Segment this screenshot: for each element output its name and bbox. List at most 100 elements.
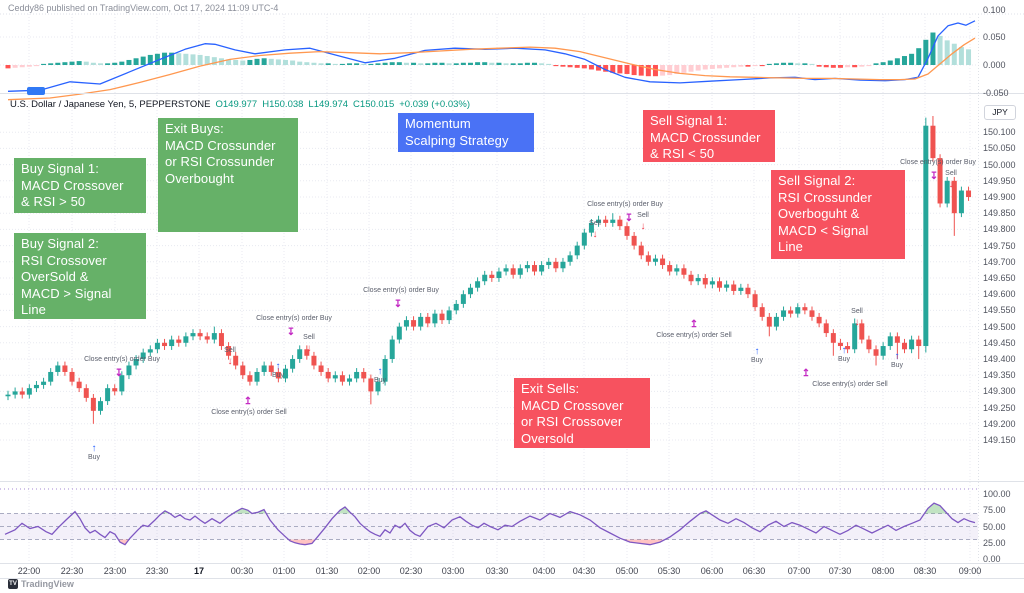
- macd-histogram-bar: [937, 35, 943, 65]
- buy-signal-2-box[interactable]: Buy Signal 2: RSI Crossover OverSold & MACD…: [14, 233, 146, 319]
- macd-histogram-bar: [261, 58, 267, 65]
- buy-signal-1-box[interactable]: Buy Signal 1: MACD Crossover & RSI > 50: [14, 158, 146, 213]
- sell-signal-2-line: Sell Signal 2:: [778, 173, 856, 188]
- macd-axis-label: 0.100: [983, 5, 1006, 15]
- macd-histogram-bar: [724, 65, 730, 68]
- time-axis-label: 07:00: [787, 566, 811, 576]
- candle-body: [19, 391, 25, 395]
- candle-body: [475, 281, 481, 288]
- macd-histogram-bar: [119, 61, 125, 65]
- candle-body: [695, 278, 701, 282]
- macd-histogram-bar: [745, 65, 751, 67]
- candle-body: [375, 381, 381, 392]
- exit-buys-box[interactable]: Exit Buys: MACD Crossunder or RSI Crossund…: [158, 118, 298, 232]
- macd-histogram-bar: [624, 65, 630, 74]
- macd-histogram-bar: [816, 65, 822, 67]
- exit-sells-box[interactable]: Exit Sells: MACD Crossover or RSI Crossove…: [514, 378, 650, 448]
- candle-body: [951, 180, 957, 214]
- candle-body: [660, 258, 666, 266]
- macd-histogram-bar: [154, 53, 160, 65]
- candle-body: [845, 346, 851, 350]
- price-axis-label: 150.050: [983, 143, 1016, 154]
- macd-histogram-bar: [524, 62, 530, 65]
- time-axis-label: 01:00: [272, 566, 296, 576]
- candle-body: [674, 268, 680, 272]
- candle-body: [41, 381, 47, 385]
- candle-body: [966, 190, 972, 197]
- time-axis-label: 08:00: [871, 566, 895, 576]
- candle-body: [524, 265, 530, 269]
- macd-histogram-bar: [951, 43, 957, 65]
- time-axis-label: 00:30: [230, 566, 254, 576]
- time-axis-label: 08:30: [913, 566, 937, 576]
- macd-histogram-bar: [254, 58, 260, 65]
- macd-histogram-bar: [282, 59, 288, 65]
- candle-body: [382, 359, 388, 382]
- exit-buys-line: MACD Crossunder: [165, 137, 276, 153]
- price-axis-label: 149.700: [983, 256, 1016, 267]
- ohlc-close: C150.015: [353, 99, 395, 110]
- candle-body: [503, 268, 509, 272]
- candle-body: [852, 323, 858, 350]
- macd-histogram-bar: [325, 63, 331, 65]
- sell-signal-2-box[interactable]: Sell Signal 2: RSI Crossunder Overboguht &…: [771, 170, 905, 259]
- macd-signal-line: [7, 37, 976, 101]
- macd-histogram-bar: [332, 63, 338, 65]
- macd-histogram-bar: [83, 61, 89, 65]
- candle-body: [197, 333, 203, 337]
- macd-histogram-bar: [652, 65, 658, 77]
- macd-histogram-bar: [439, 62, 445, 65]
- candle-body: [169, 339, 175, 347]
- symbol-bar[interactable]: U.S. Dollar / Japanese Yen, 5, PEPPERSTO…: [10, 99, 470, 110]
- macd-histogram-bar: [375, 63, 381, 65]
- strategy-title-box[interactable]: Momentum Scalping Strategy: [398, 113, 534, 152]
- sell-signal-1-box[interactable]: Sell Signal 1: MACD Crossunder & RSI < 50: [643, 110, 775, 162]
- time-axis-label: 03:00: [441, 566, 465, 576]
- candle-body: [610, 219, 616, 223]
- candle-body: [425, 316, 431, 324]
- macd-histogram-bar: [62, 62, 68, 65]
- macd-histogram-bar: [297, 61, 303, 65]
- macd-histogram-bar: [204, 56, 210, 65]
- time-axis-label: 23:00: [103, 566, 127, 576]
- macd-histogram-bar: [5, 65, 11, 69]
- macd-histogram-bar: [19, 65, 25, 68]
- macd-histogram-bar: [510, 63, 516, 65]
- macd-histogram-bar: [76, 61, 82, 65]
- exit-sells-line: Oversold: [521, 430, 574, 446]
- macd-histogram-bar: [795, 63, 801, 65]
- macd-histogram-bar: [887, 60, 893, 65]
- macd-histogram-bar: [418, 63, 424, 65]
- candle-body: [624, 226, 630, 236]
- candle-body: [183, 336, 189, 343]
- macd-histogram-bar: [432, 62, 438, 65]
- sell-signal-1-line: Sell Signal 1:: [650, 113, 728, 128]
- ohlc-high: H150.038: [262, 99, 304, 110]
- candle-body: [204, 336, 210, 340]
- candle-body: [55, 365, 61, 372]
- macd-histogram-bar: [759, 65, 765, 67]
- candle-body: [261, 365, 267, 372]
- candle-body: [795, 307, 801, 314]
- candle-body: [731, 284, 737, 291]
- macd-histogram-bar: [382, 62, 388, 65]
- tradingview-logo[interactable]: TV TradingView: [8, 579, 74, 589]
- ohlc-low: L149.974: [308, 99, 349, 110]
- candle-body: [773, 316, 779, 327]
- macd-histogram-bar: [126, 59, 132, 65]
- macd-histogram-bar: [26, 65, 32, 67]
- rsi-axis-label: 50.00: [983, 521, 1006, 532]
- price-change: +0.039 (+0.03%): [399, 99, 471, 110]
- macd-histogram-bar: [339, 63, 345, 65]
- candle-body: [788, 310, 794, 314]
- macd-histogram-bar: [617, 65, 623, 74]
- macd-histogram-bar: [482, 62, 488, 65]
- price-axis-label: 149.600: [983, 289, 1016, 300]
- macd-histogram-bar: [361, 63, 367, 65]
- price-axis-label: 149.200: [983, 418, 1016, 429]
- macd-histogram-bar: [183, 53, 189, 65]
- buy-signal-2-line: Line: [21, 302, 46, 317]
- macd-histogram-bar: [176, 53, 182, 65]
- macd-histogram-bar: [140, 56, 146, 65]
